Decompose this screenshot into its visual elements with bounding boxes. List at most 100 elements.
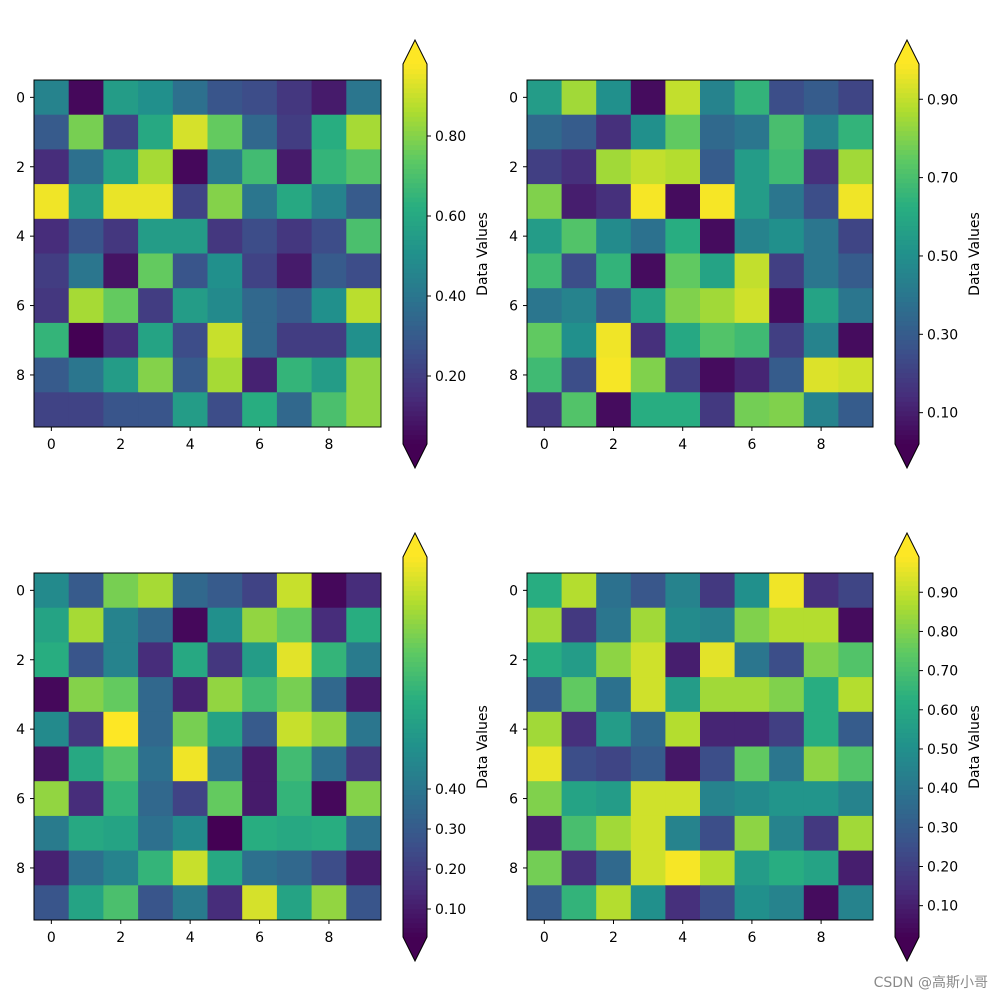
colorbar-segment: [403, 439, 427, 445]
colorbar-segment: [403, 709, 427, 715]
heatmap-cell: [803, 850, 839, 886]
heatmap-cell: [630, 573, 666, 609]
heatmap-cell: [665, 573, 701, 609]
colorbar-segment: [403, 87, 427, 94]
heatmap-cell: [34, 642, 70, 678]
colorbar-segment: [403, 728, 427, 734]
colorbar-1: 0.20 0.40 0.60 0.80 Data Values: [402, 38, 491, 470]
colorbar-segment: [403, 685, 427, 691]
colorbar-segment: [895, 699, 919, 705]
colorbar-segment: [403, 737, 427, 743]
heatmap-cell: [103, 114, 139, 150]
colorbar-segment: [895, 827, 919, 834]
heatmap-cell: [138, 114, 174, 150]
heatmap-cell: [769, 184, 805, 220]
colorbar-segment: [895, 296, 919, 303]
heatmap-cell: [630, 149, 666, 185]
heatmap-cell: [207, 149, 243, 185]
colorbar-segment: [895, 144, 919, 151]
colorbar-segment: [895, 789, 919, 796]
heatmap-cell: [803, 711, 839, 747]
y-tick-label: 2: [16, 160, 25, 176]
heatmap-cell: [596, 114, 632, 150]
colorbar-extend-max: [403, 40, 427, 64]
heatmap-cell: [769, 114, 805, 150]
colorbar-segment: [895, 656, 919, 663]
colorbar-segment: [895, 339, 919, 345]
heatmap-cell: [242, 850, 278, 886]
colorbar-segment: [403, 187, 427, 193]
heatmap-cell: [665, 711, 701, 747]
y-tick-label: 2: [509, 160, 518, 176]
heatmap-cell: [207, 322, 243, 359]
colorbar-outline: [402, 38, 428, 470]
heatmap-cell: [346, 607, 382, 643]
heatmap-cell: [207, 288, 243, 324]
y-tick-label: 0: [16, 90, 25, 106]
heatmap-cell: [734, 885, 770, 921]
colorbar-segment: [895, 661, 919, 667]
heatmap-cell: [138, 357, 174, 393]
heatmap-cell: [596, 80, 632, 116]
heatmap-cell: [68, 184, 104, 220]
colorbar-segment: [895, 140, 919, 146]
colorbar-segment: [403, 211, 427, 217]
heatmap-cell: [276, 322, 313, 359]
colorbar-segment: [403, 382, 427, 388]
colorbar-tick-label: 0.30: [435, 822, 466, 838]
colorbar-extend-min: [895, 444, 919, 468]
heatmap-cell: [700, 253, 736, 289]
heatmap-cell: [172, 677, 208, 713]
colorbar-segment: [895, 894, 919, 900]
heatmap-cell: [700, 885, 736, 921]
colorbar-segment: [895, 116, 919, 122]
heatmap-cell: [561, 288, 597, 324]
colorbar-segment: [403, 192, 427, 198]
heatmap-cell: [700, 80, 736, 116]
heatmap-cell: [242, 573, 278, 609]
heatmap-cell: [803, 392, 839, 428]
colorbar-segment: [403, 434, 427, 440]
heatmap-cell: [172, 253, 208, 289]
colorbar-segment: [895, 903, 919, 910]
colorbar-segment: [895, 254, 919, 260]
heatmap-cell: [561, 711, 597, 747]
heatmap-cell: [803, 80, 839, 116]
heatmap-cell: [700, 607, 736, 643]
heatmap-cell: [596, 677, 632, 713]
colorbar-segment: [895, 618, 919, 625]
heatmap-cell: [561, 642, 597, 678]
colorbar-segment: [895, 439, 919, 445]
heatmap-cell: [700, 114, 736, 150]
colorbar-segment: [403, 713, 427, 720]
x-tick-label: 4: [186, 930, 195, 946]
heatmap-cell: [276, 642, 313, 678]
heatmap-cell: [138, 184, 174, 220]
heatmap-cell: [734, 711, 770, 747]
colorbar-tick-label: 0.40: [927, 781, 958, 797]
colorbar-segment: [895, 751, 919, 758]
heatmap-cell: [561, 746, 597, 782]
colorbar-segment: [895, 391, 919, 398]
heatmap-cell: [34, 253, 70, 289]
colorbar-segment: [895, 623, 919, 629]
heatmap-cell: [734, 80, 770, 116]
colorbar-segment: [403, 827, 427, 834]
colorbar-segment: [403, 125, 427, 132]
colorbar-segment: [403, 325, 427, 331]
colorbar-segment: [895, 311, 919, 317]
x-tick-label: 6: [255, 437, 264, 453]
heatmap-cell: [242, 885, 278, 921]
colorbar-segment: [403, 68, 427, 75]
colorbar-segment: [403, 102, 427, 108]
heatmap-cell: [138, 677, 174, 713]
heatmap-cell: [207, 253, 243, 289]
colorbar-segment: [895, 666, 919, 672]
heatmap-cell: [207, 850, 243, 886]
heatmap-cell: [700, 850, 736, 886]
colorbar-tick-label: 0.10: [927, 899, 958, 915]
heatmap-cell: [276, 573, 313, 609]
y-tick-label: 4: [509, 722, 518, 738]
colorbar-segment: [895, 301, 919, 307]
